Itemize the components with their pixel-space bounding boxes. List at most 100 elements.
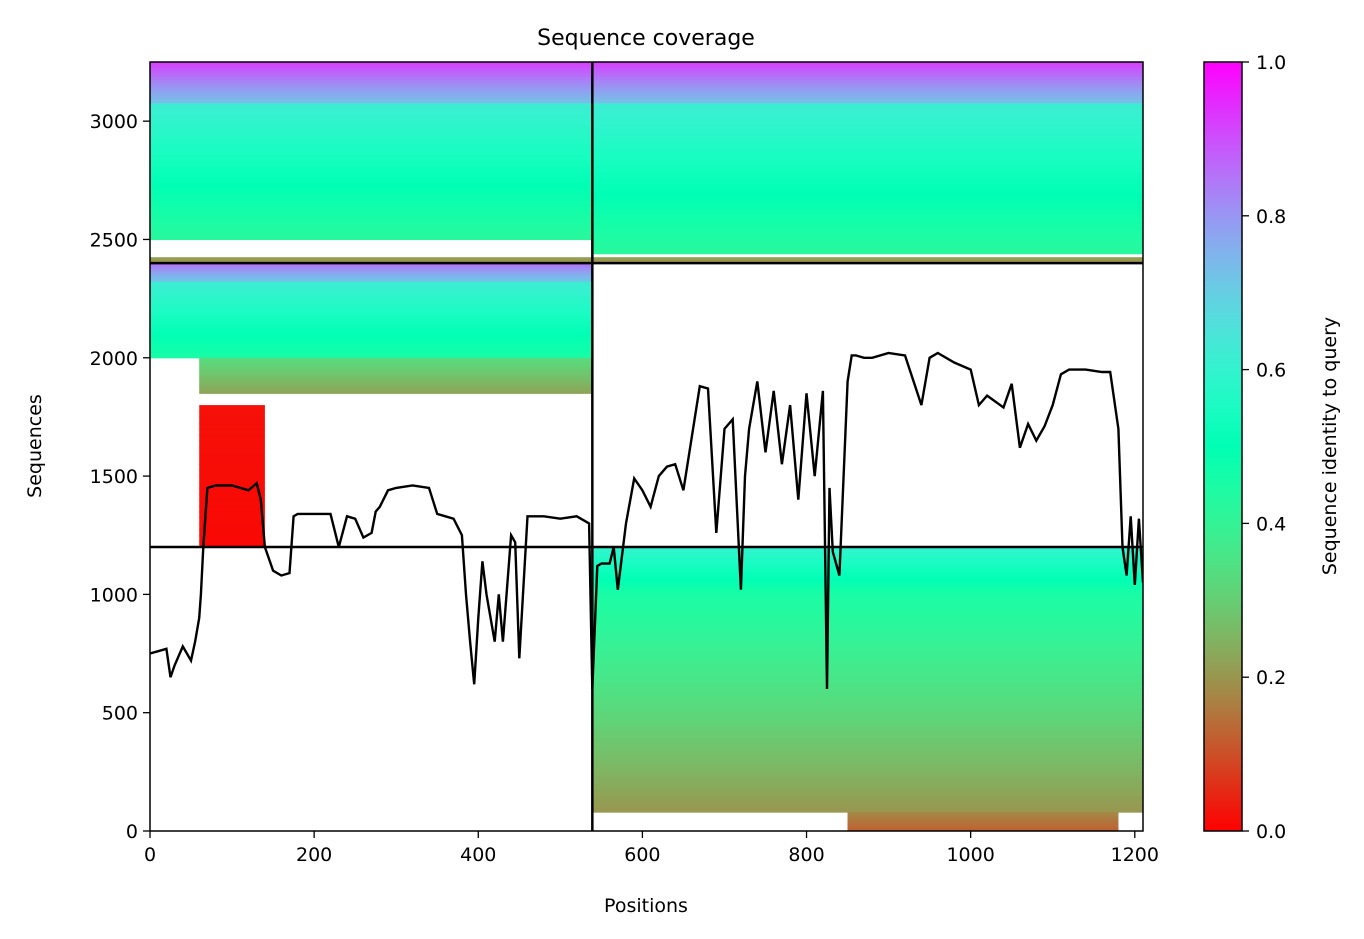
coverage-band	[592, 778, 1143, 784]
coverage-band	[199, 487, 265, 495]
coverage-band	[150, 341, 593, 346]
coverage-band	[592, 599, 1143, 605]
coverage-band	[199, 368, 593, 371]
coverage-band	[150, 354, 593, 359]
coverage-band	[592, 87, 1143, 91]
coverage-band	[592, 68, 1143, 72]
coverage-band	[199, 422, 265, 430]
coverage-band	[847, 812, 1119, 815]
coverage-band	[592, 122, 1143, 130]
coverage-band	[592, 619, 1143, 625]
coverage-region-6	[150, 263, 593, 283]
coverage-band	[592, 807, 1143, 813]
plot-frame	[149, 61, 1144, 832]
coverage-band	[150, 282, 593, 286]
coverage-band	[150, 313, 593, 318]
coverage-band	[150, 114, 593, 122]
coverage-band	[150, 275, 593, 278]
coverage-band	[150, 233, 593, 241]
coverage-band	[199, 517, 265, 524]
coverage-region-11	[592, 594, 1143, 714]
coverage-band	[150, 91, 593, 94]
coverage-band	[199, 366, 593, 369]
coverage-band	[592, 692, 1143, 699]
coverage-band	[150, 205, 593, 212]
coverage-band	[150, 211, 593, 218]
coverage-band	[199, 434, 265, 442]
coverage-band	[592, 98, 1143, 101]
coverage-band	[199, 375, 593, 378]
colorbar-label: Sequence identity to query	[1319, 317, 1341, 575]
coverage-band	[592, 720, 1143, 726]
coverage-band	[592, 241, 1143, 248]
coverage-band	[592, 783, 1143, 788]
coverage-heatmap	[150, 62, 1143, 831]
coverage-region-13	[847, 812, 1119, 831]
chain-dividers	[150, 62, 1143, 831]
coverage-band	[592, 673, 1143, 679]
coverage-band	[150, 264, 593, 267]
x-tick-label: 1200	[1111, 844, 1159, 866]
x-axis-label: Positions	[604, 895, 688, 917]
y-tick-label: 2500	[90, 229, 138, 251]
coverage-band	[592, 576, 1143, 580]
coverage-band	[199, 360, 593, 363]
coverage-band	[592, 594, 1143, 600]
coverage-band	[150, 131, 593, 139]
coverage-band	[199, 372, 593, 375]
coverage-band	[150, 72, 593, 75]
coverage-band	[150, 288, 593, 293]
coverage-band	[150, 351, 593, 356]
coverage-band	[847, 819, 1119, 822]
coverage-band	[592, 609, 1143, 615]
coverage-band	[150, 329, 593, 334]
coverage-band	[199, 470, 265, 477]
coverage-band	[847, 824, 1119, 827]
coverage-band	[592, 91, 1143, 94]
coverage-band	[592, 663, 1143, 669]
coverage-band	[592, 572, 1143, 576]
coverage-band	[150, 63, 593, 67]
coverage-band	[150, 348, 593, 353]
y-tick-label: 3000	[90, 111, 138, 133]
coverage-band	[150, 269, 593, 271]
coverage-band	[592, 159, 1143, 167]
coverage-band	[199, 359, 593, 362]
coverage-band	[199, 391, 593, 394]
coverage-band	[592, 584, 1143, 588]
coverage-region-7	[150, 282, 593, 359]
coverage-band	[199, 385, 593, 388]
coverage-band	[150, 304, 593, 308]
coverage-band	[199, 363, 593, 366]
coverage-band	[150, 273, 593, 275]
coverage-band	[847, 827, 1119, 830]
coverage-band	[592, 648, 1143, 655]
coverage-band	[199, 529, 265, 536]
coverage-band	[592, 77, 1143, 80]
coverage-band	[847, 815, 1119, 817]
coverage-band	[199, 411, 265, 418]
coverage-band	[592, 795, 1143, 801]
y-tick-label: 1500	[90, 466, 138, 488]
coverage-band	[150, 281, 593, 283]
coverage-band	[592, 549, 1143, 552]
coverage-band	[199, 452, 265, 459]
coverage-band	[150, 274, 593, 277]
coverage-band	[592, 103, 1143, 111]
coverage-band	[150, 199, 593, 207]
y-axis-label: Sequences	[24, 394, 46, 498]
coverage-band	[847, 813, 1119, 816]
coverage-band	[199, 446, 265, 454]
coverage-band	[592, 89, 1143, 92]
coverage-band	[592, 733, 1143, 739]
coverage-band	[150, 267, 593, 270]
coverage-band	[150, 300, 593, 305]
coverage-band	[199, 379, 593, 383]
coverage-band	[592, 74, 1143, 77]
coverage-band	[592, 787, 1143, 792]
coverage-band	[150, 86, 593, 89]
coverage-band	[150, 323, 593, 327]
coverage-band	[592, 153, 1143, 161]
coverage-band	[592, 140, 1143, 148]
